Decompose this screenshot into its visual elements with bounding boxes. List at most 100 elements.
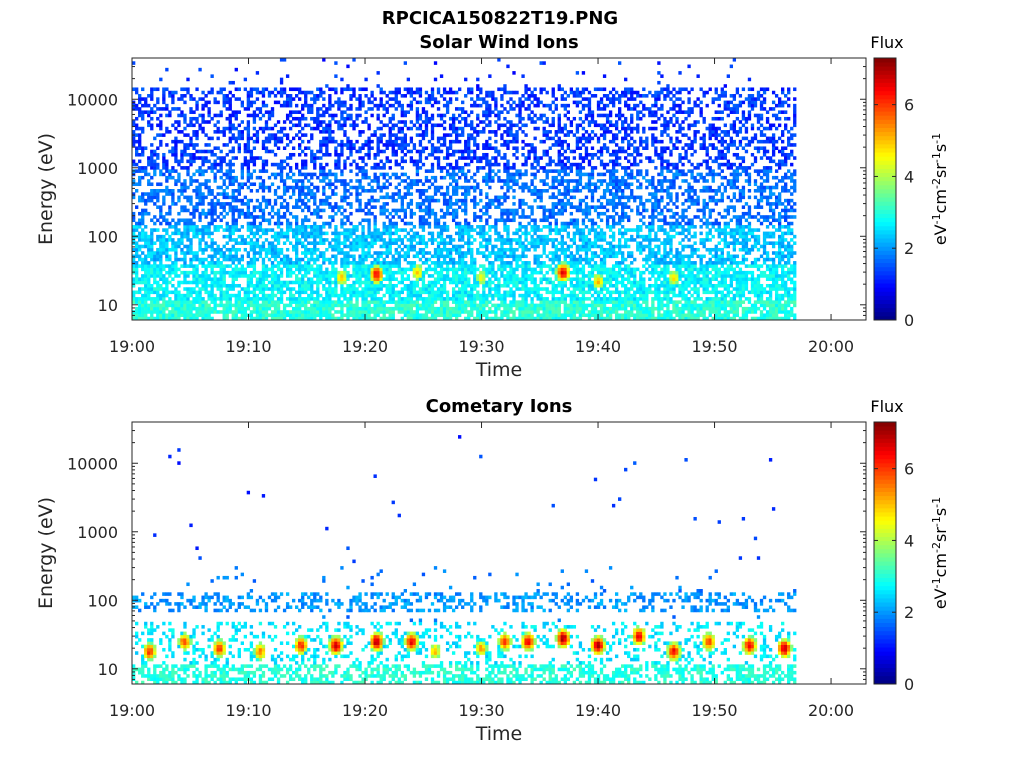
heatmap-cell [367,152,371,157]
heatmap-cell [249,159,254,164]
heatmap-cell [328,185,332,190]
heatmap-cell [270,310,275,314]
heatmap-cell [186,90,190,95]
heatmap-cell [207,264,211,268]
heatmap-cell [479,306,483,311]
heatmap-cell [418,166,423,170]
heatmap-cell [150,310,154,314]
heatmap-cell [488,110,492,114]
heatmap-cell [412,244,417,249]
heatmap-cell [198,172,202,177]
heatmap-cell [388,182,392,187]
heatmap-cell [228,228,232,232]
heatmap-cell [442,133,447,137]
heatmap-cell [343,241,347,245]
heatmap-cell [358,254,362,259]
heatmap-cell [186,251,190,255]
heatmap-cell [138,159,142,164]
heatmap-cell [319,267,323,272]
heatmap-cell [364,189,368,193]
heatmap-cell [334,300,338,304]
heatmap-cell [343,280,347,285]
heatmap-cell [409,107,414,111]
heatmap-cell [183,116,187,121]
heatmap-cell [479,231,483,236]
heatmap-cell [186,300,190,304]
heatmap-cell [361,310,365,314]
heatmap-cell [304,185,308,190]
heatmap-cell [358,202,362,206]
heatmap-cell [415,113,420,118]
heatmap-cell [141,313,145,318]
heatmap-cell [301,166,305,170]
heatmap-cell [183,133,187,137]
heatmap-cell [494,130,498,134]
heatmap-cell [144,169,148,173]
heatmap-cell [240,316,244,321]
heatmap-cell [355,225,359,229]
heatmap-cell [394,277,398,281]
heatmap-cell [177,303,181,308]
heatmap-cell [391,225,395,229]
heatmap-cell [147,103,151,108]
heatmap-cell [313,290,317,295]
heatmap-cell [162,238,166,242]
heatmap-cell [150,87,154,92]
heatmap-cell [464,277,468,281]
heatmap-cell [295,202,299,206]
heatmap-cell [418,313,423,318]
heatmap-cell [273,198,278,203]
heatmap-cell [397,175,401,180]
heatmap-cell [174,293,178,298]
heatmap-cell [270,264,275,268]
heatmap-cell [322,172,326,177]
heatmap-cell [183,306,187,311]
heatmap-cell [147,251,151,255]
heatmap-cell [343,297,347,301]
heatmap-cell [364,120,368,124]
heatmap-cell [168,274,172,278]
heatmap-cell [352,261,356,265]
heatmap-cell [141,152,145,157]
heatmap-cell [231,303,235,308]
heatmap-cell [189,218,193,223]
heatmap-cell [397,120,401,124]
heatmap-cell [316,303,320,308]
heatmap-cell [352,313,356,318]
heatmap-cell [346,116,350,121]
heatmap-cell [494,107,498,111]
heatmap-cell [267,241,272,245]
heatmap-cell [458,277,462,281]
heatmap-cell [255,313,260,318]
heatmap-cell [458,274,462,278]
heatmap-cell [240,313,244,318]
heatmap-cell [485,313,489,318]
heatmap-cell [273,175,278,180]
heatmap-cell [367,267,371,272]
heatmap-cell [391,208,395,213]
heatmap-cell [482,146,486,150]
heatmap-cell [240,300,244,304]
heatmap-cell [258,303,263,308]
heatmap-cell [494,100,498,105]
heatmap-cell [500,274,504,278]
heatmap-cell [427,283,432,288]
heatmap-cell [237,241,241,245]
heatmap-cell [240,264,244,268]
heatmap-cell [186,133,190,137]
heatmap-cell [162,280,166,285]
heatmap-cell [415,172,420,177]
heatmap-cell [448,133,453,137]
heatmap-cell [159,303,163,308]
heatmap-cell [406,90,411,95]
heatmap-cell [400,149,404,154]
heatmap-cell [319,264,323,268]
heatmap-cell [282,316,287,321]
heatmap-cell [246,166,251,170]
heatmap-cell [382,310,386,314]
heatmap-cell [234,205,238,209]
heatmap-cell [349,143,353,147]
heatmap-cell [403,257,407,262]
heatmap-cell [343,274,347,278]
heatmap-cell [322,175,326,180]
